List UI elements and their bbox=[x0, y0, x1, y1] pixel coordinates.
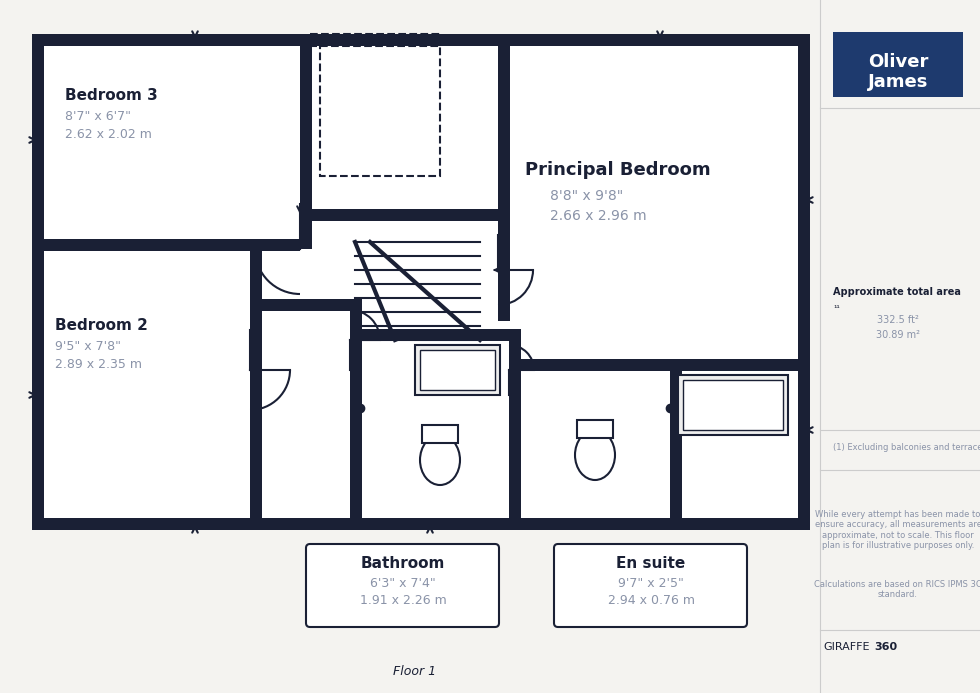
Bar bbox=[678, 375, 788, 435]
Bar bbox=[32, 518, 810, 530]
Text: James: James bbox=[868, 73, 928, 91]
Text: 1.91 x 2.26 m: 1.91 x 2.26 m bbox=[360, 594, 446, 607]
Text: Bedroom 2: Bedroom 2 bbox=[55, 318, 148, 333]
Text: 2.66 x 2.96 m: 2.66 x 2.96 m bbox=[550, 209, 647, 223]
Text: 2.62 x 2.02 m: 2.62 x 2.02 m bbox=[65, 128, 152, 141]
Bar bbox=[498, 309, 510, 321]
Text: Calculations are based on RICS IPMS 3C
standard.: Calculations are based on RICS IPMS 3C s… bbox=[814, 580, 980, 599]
Bar bbox=[32, 34, 44, 530]
Text: 360: 360 bbox=[874, 642, 897, 652]
Text: Approximate total area: Approximate total area bbox=[833, 287, 960, 297]
Text: 8'8" x 9'8": 8'8" x 9'8" bbox=[550, 189, 623, 203]
Ellipse shape bbox=[575, 430, 615, 480]
Bar bbox=[32, 239, 300, 251]
Text: En suite: En suite bbox=[616, 556, 686, 571]
Bar bbox=[820, 0, 980, 693]
Bar bbox=[415, 345, 500, 395]
Bar bbox=[820, 0, 980, 693]
Bar bbox=[510, 46, 796, 357]
Text: 2.94 x 0.76 m: 2.94 x 0.76 m bbox=[608, 594, 695, 607]
FancyBboxPatch shape bbox=[554, 544, 747, 627]
Text: GIRAFFE: GIRAFFE bbox=[823, 642, 870, 652]
Bar bbox=[798, 34, 810, 530]
Text: 9'7" x 2'5": 9'7" x 2'5" bbox=[618, 577, 684, 590]
Text: Oliver: Oliver bbox=[868, 53, 928, 71]
Text: 30.89 m²: 30.89 m² bbox=[876, 330, 920, 340]
Bar bbox=[300, 209, 498, 221]
Bar bbox=[422, 425, 458, 443]
Text: Bedroom 3: Bedroom 3 bbox=[65, 88, 158, 103]
Text: 9'5" x 7'8": 9'5" x 7'8" bbox=[55, 340, 121, 353]
Bar bbox=[509, 339, 521, 530]
Bar bbox=[250, 299, 362, 311]
Bar bbox=[350, 329, 521, 341]
Bar bbox=[498, 34, 510, 209]
Bar bbox=[670, 359, 682, 530]
Bar bbox=[509, 359, 810, 371]
Bar bbox=[350, 309, 362, 530]
Bar bbox=[32, 34, 810, 530]
Text: 6'3" x 7'4": 6'3" x 7'4" bbox=[370, 577, 436, 590]
Text: 8'7" x 6'7": 8'7" x 6'7" bbox=[65, 110, 131, 123]
Bar bbox=[300, 34, 312, 249]
Text: 2.89 x 2.35 m: 2.89 x 2.35 m bbox=[55, 358, 142, 371]
Text: While every attempt has been made to
ensure accuracy, all measurements are
appro: While every attempt has been made to ens… bbox=[814, 510, 980, 550]
Bar bbox=[320, 46, 440, 176]
Text: 332.5 ft²: 332.5 ft² bbox=[877, 315, 919, 325]
Text: ¹¹: ¹¹ bbox=[833, 304, 840, 313]
Bar bbox=[577, 420, 613, 438]
Text: (1) Excluding balconies and terraces: (1) Excluding balconies and terraces bbox=[833, 443, 980, 452]
Text: Bathroom: Bathroom bbox=[361, 556, 445, 571]
Bar bbox=[0, 0, 820, 693]
Bar bbox=[250, 239, 262, 530]
Bar bbox=[683, 380, 783, 430]
Bar bbox=[32, 34, 810, 46]
Text: Principal Bedroom: Principal Bedroom bbox=[525, 161, 710, 179]
Bar bbox=[498, 209, 510, 319]
Bar bbox=[833, 32, 963, 97]
Bar bbox=[310, 34, 440, 46]
Bar bbox=[420, 350, 495, 390]
Text: Floor 1: Floor 1 bbox=[393, 665, 436, 678]
Ellipse shape bbox=[420, 435, 460, 485]
FancyBboxPatch shape bbox=[306, 544, 499, 627]
